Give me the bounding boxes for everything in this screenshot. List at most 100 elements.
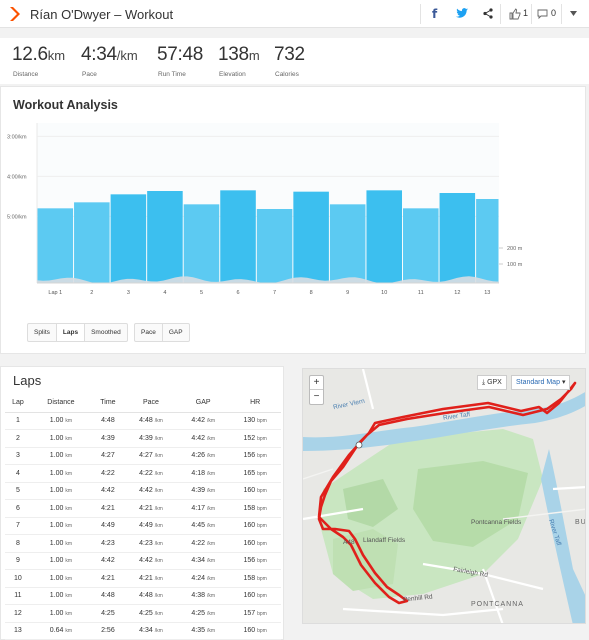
- pace-bar[interactable]: [293, 191, 329, 283]
- pace-bar[interactable]: [439, 193, 476, 283]
- pace-bar[interactable]: [110, 194, 147, 283]
- lap-hr: 156 bpm: [229, 552, 281, 570]
- lap-row[interactable]: 11 1.00 km 4:48 4:48 /km 4:38 /km 160 bpm: [5, 587, 281, 605]
- kudos-thumb-icon[interactable]: [509, 8, 521, 20]
- pace-bar[interactable]: [329, 204, 366, 283]
- pace-bar[interactable]: [256, 209, 293, 283]
- lap-time: 4:22: [91, 464, 125, 483]
- map-label-pontcanna: PONTCANNA: [471, 601, 524, 608]
- header-divider: [500, 4, 501, 24]
- pace-bar[interactable]: [147, 191, 183, 283]
- lap-row[interactable]: 1 1.00 km 4:48 4:48 /km 4:42 /km 130 bpm: [5, 412, 281, 430]
- pace-bar[interactable]: [403, 208, 439, 283]
- lap-distance: 1.00 km: [30, 552, 92, 570]
- lap-time: 4:21: [91, 499, 125, 518]
- stat-pace: 4:34/km Pace: [81, 44, 138, 78]
- lap-number: 2: [5, 429, 31, 448]
- lap-row[interactable]: 13 0.64 km 2:56 4:34 /km 4:35 /km 160 bpm: [5, 622, 281, 640]
- lap-pace: 4:34 /km: [124, 622, 178, 640]
- gpx-export-button[interactable]: ⤓ GPX: [477, 375, 507, 390]
- lap-hr: 165 bpm: [229, 464, 281, 483]
- stat-run-time: 57:48 Run Time: [157, 44, 204, 78]
- lap-time: 4:39: [91, 429, 125, 448]
- twitter-share-icon[interactable]: [456, 8, 468, 19]
- lap-row[interactable]: 7 1.00 km 4:49 4:49 /km 4:45 /km 160 bpm: [5, 517, 281, 535]
- x-tick-label: 2: [90, 290, 93, 296]
- elevation-tick-label: 200 m: [507, 246, 523, 252]
- lap-hr: 157 bpm: [229, 604, 281, 623]
- view-toggle-group: Splits Laps Smoothed: [27, 323, 128, 342]
- pace-bar[interactable]: [220, 190, 256, 283]
- zoom-out-button[interactable]: −: [313, 391, 320, 402]
- pace-bar[interactable]: [74, 202, 110, 283]
- zoom-in-button[interactable]: +: [310, 376, 323, 390]
- page-title: Rían O'Dwyer – Workout: [30, 7, 174, 22]
- map-label-a48: A48: [343, 539, 355, 546]
- lap-distance: 1.00 km: [30, 517, 92, 535]
- lap-row[interactable]: 6 1.00 km 4:21 4:21 /km 4:17 /km 158 bpm: [5, 499, 281, 518]
- lap-row[interactable]: 9 1.00 km 4:42 4:42 /km 4:34 /km 156 bpm: [5, 552, 281, 570]
- pace-button[interactable]: Pace: [135, 324, 163, 341]
- lap-hr: 156 bpm: [229, 447, 281, 465]
- lap-row[interactable]: 12 1.00 km 4:25 4:25 /km 4:25 /km 157 bpm: [5, 604, 281, 623]
- lap-time: 4:25: [91, 604, 125, 623]
- header-divider: [420, 4, 421, 24]
- pace-bar[interactable]: [37, 208, 74, 283]
- lap-number: 11: [5, 587, 31, 605]
- lap-number: 5: [5, 482, 31, 500]
- lap-row[interactable]: 2 1.00 km 4:39 4:39 /km 4:42 /km 152 bpm: [5, 429, 281, 448]
- lap-pace: 4:39 /km: [124, 429, 178, 448]
- col-hr: HR: [229, 393, 281, 413]
- lap-row[interactable]: 4 1.00 km 4:22 4:22 /km 4:18 /km 165 bpm: [5, 464, 281, 483]
- lap-gap: 4:26 /km: [177, 447, 230, 465]
- lap-number: 7: [5, 517, 31, 535]
- lap-row[interactable]: 5 1.00 km 4:42 4:42 /km 4:39 /km 160 bpm: [5, 482, 281, 500]
- pace-chart[interactable]: 3:00/km 4:00/km 5:00/km Lap 1 2 3 4 5 6 7 8 9 10 11 12…: [1, 119, 585, 311]
- lap-time: 4:21: [91, 569, 125, 588]
- lap-number: 8: [5, 534, 31, 553]
- gap-button[interactable]: GAP: [168, 329, 183, 336]
- elevation-tick-label: 100 m: [507, 262, 523, 268]
- splits-button[interactable]: Splits: [28, 324, 57, 341]
- lap-row[interactable]: 8 1.00 km 4:23 4:23 /km 4:22 /km 160 bpm: [5, 534, 281, 553]
- lap-gap: 4:18 /km: [177, 464, 230, 483]
- lap-gap: 4:34 /km: [177, 552, 230, 570]
- col-time: Time: [91, 393, 125, 413]
- x-tick-label: 13: [484, 290, 490, 296]
- x-tick-label: 12: [454, 290, 460, 296]
- lap-pace: 4:21 /km: [124, 569, 178, 588]
- share-icon[interactable]: [483, 8, 493, 19]
- col-distance: Distance: [30, 393, 92, 413]
- chevron-down-icon[interactable]: [570, 11, 577, 16]
- stat-value: 57:48: [157, 44, 204, 65]
- header-divider: [561, 4, 562, 24]
- stat-label: Pace: [82, 71, 97, 78]
- laps-button[interactable]: Laps: [56, 324, 86, 341]
- lap-time: 2:56: [91, 622, 125, 640]
- x-tick-label: 3: [127, 290, 130, 296]
- stat-distance: 12.6km Distance: [12, 44, 65, 78]
- pace-bar[interactable]: [476, 199, 499, 283]
- lap-row[interactable]: 3 1.00 km 4:27 4:27 /km 4:26 /km 156 bpm: [5, 447, 281, 465]
- elevation-profile: [37, 276, 499, 284]
- pace-bar[interactable]: [183, 204, 220, 283]
- stat-label: Run Time: [158, 71, 186, 78]
- smoothed-button[interactable]: Smoothed: [91, 329, 121, 336]
- pace-bar[interactable]: [366, 190, 403, 283]
- comment-icon[interactable]: [537, 9, 548, 19]
- route-map[interactable]: + − ⤓ GPX Standard Map ▾ River Viern Riv…: [302, 368, 586, 624]
- facebook-share-icon[interactable]: f: [432, 7, 438, 21]
- map-type-select[interactable]: Standard Map ▾: [511, 375, 571, 390]
- lap-pace: 4:22 /km: [124, 464, 178, 483]
- lap-row[interactable]: 10 1.00 km 4:21 4:21 /km 4:24 /km 158 bpm: [5, 569, 281, 588]
- stat-unit: /km: [116, 48, 138, 63]
- header-bar: Rían O'Dwyer – Workout f 1 0: [0, 0, 589, 28]
- lap-hr: 158 bpm: [229, 569, 281, 588]
- lap-distance: 1.00 km: [30, 464, 92, 483]
- lap-time: 4:48: [91, 412, 125, 430]
- lap-number: 6: [5, 499, 31, 518]
- lap-pace: 4:21 /km: [124, 499, 178, 518]
- lap-distance: 1.00 km: [30, 447, 92, 465]
- lap-time: 4:42: [91, 552, 125, 570]
